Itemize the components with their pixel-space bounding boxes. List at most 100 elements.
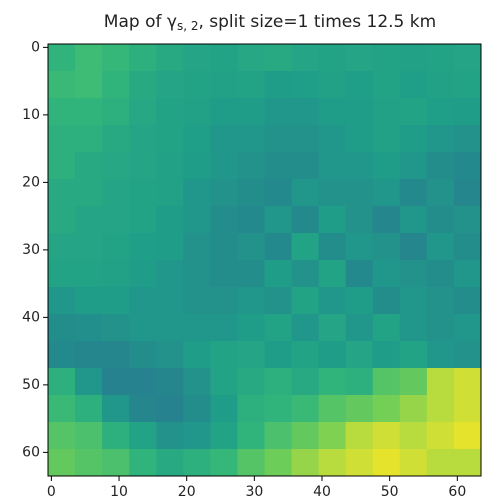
cell	[48, 368, 76, 396]
cell	[210, 395, 238, 423]
cell	[291, 152, 320, 180]
cell	[48, 179, 76, 207]
cell	[345, 44, 374, 72]
cell	[210, 152, 238, 180]
cell	[372, 314, 401, 342]
cell	[426, 179, 455, 207]
cell	[129, 368, 157, 396]
cell	[291, 314, 320, 342]
cell	[345, 233, 374, 261]
cell	[399, 152, 428, 180]
cell	[291, 125, 320, 153]
cell	[372, 395, 401, 423]
cell	[183, 368, 211, 396]
cell	[183, 71, 211, 99]
cell	[345, 287, 374, 315]
cell	[210, 314, 238, 342]
cell	[102, 125, 130, 153]
cell	[48, 71, 76, 99]
cell	[237, 287, 265, 315]
cell	[210, 98, 238, 126]
cell	[372, 152, 401, 180]
cell	[318, 260, 347, 288]
cell	[318, 44, 347, 72]
cell	[318, 125, 347, 153]
cell	[129, 98, 157, 126]
cell	[345, 98, 374, 126]
cell	[102, 98, 130, 126]
cell	[453, 206, 482, 234]
cell	[183, 449, 211, 477]
cell	[210, 71, 238, 99]
cell	[75, 152, 103, 180]
y-tick-label: 0	[31, 39, 40, 55]
cell	[75, 71, 103, 99]
x-tick-label: 10	[110, 484, 128, 500]
cell	[318, 152, 347, 180]
cell	[453, 98, 482, 126]
cell	[264, 260, 293, 288]
cell	[372, 368, 401, 396]
cell	[237, 422, 265, 450]
cell	[345, 260, 374, 288]
cell	[426, 395, 455, 423]
cell	[156, 44, 184, 72]
cell	[129, 71, 157, 99]
cell	[453, 179, 482, 207]
cell	[399, 422, 428, 450]
cell	[156, 98, 184, 126]
cell	[48, 287, 76, 315]
x-tick-label: 20	[178, 484, 196, 500]
cell	[318, 206, 347, 234]
cell	[291, 260, 320, 288]
cell	[237, 125, 265, 153]
cell	[156, 341, 184, 369]
cell	[372, 287, 401, 315]
cell	[48, 260, 76, 288]
cell	[345, 341, 374, 369]
cell	[291, 71, 320, 99]
cell	[102, 314, 130, 342]
cell	[237, 314, 265, 342]
cell	[156, 179, 184, 207]
y-tick-label: 20	[22, 174, 40, 190]
cell	[264, 368, 293, 396]
cell	[426, 422, 455, 450]
cell	[426, 260, 455, 288]
cell	[210, 287, 238, 315]
cell	[264, 152, 293, 180]
cell	[156, 71, 184, 99]
cell	[453, 71, 482, 99]
cell	[183, 314, 211, 342]
cell	[48, 233, 76, 261]
cell	[318, 395, 347, 423]
cell	[183, 341, 211, 369]
cell	[345, 314, 374, 342]
cell	[318, 287, 347, 315]
cell	[75, 125, 103, 153]
cell	[210, 260, 238, 288]
cell	[183, 260, 211, 288]
cell	[48, 449, 76, 477]
cell	[264, 125, 293, 153]
y-tick-label: 40	[22, 309, 40, 325]
cell	[318, 179, 347, 207]
cell	[210, 206, 238, 234]
cell	[102, 368, 130, 396]
cell	[372, 233, 401, 261]
cell	[75, 368, 103, 396]
cell	[426, 152, 455, 180]
title-text: Map of γ	[104, 12, 177, 32]
cell	[453, 449, 482, 477]
cell	[372, 125, 401, 153]
cell	[399, 233, 428, 261]
cell	[453, 44, 482, 72]
cell	[399, 368, 428, 396]
cell	[102, 179, 130, 207]
cell	[75, 233, 103, 261]
cell	[264, 233, 293, 261]
cell	[345, 449, 374, 477]
cell	[237, 260, 265, 288]
cell	[156, 422, 184, 450]
cell	[372, 260, 401, 288]
